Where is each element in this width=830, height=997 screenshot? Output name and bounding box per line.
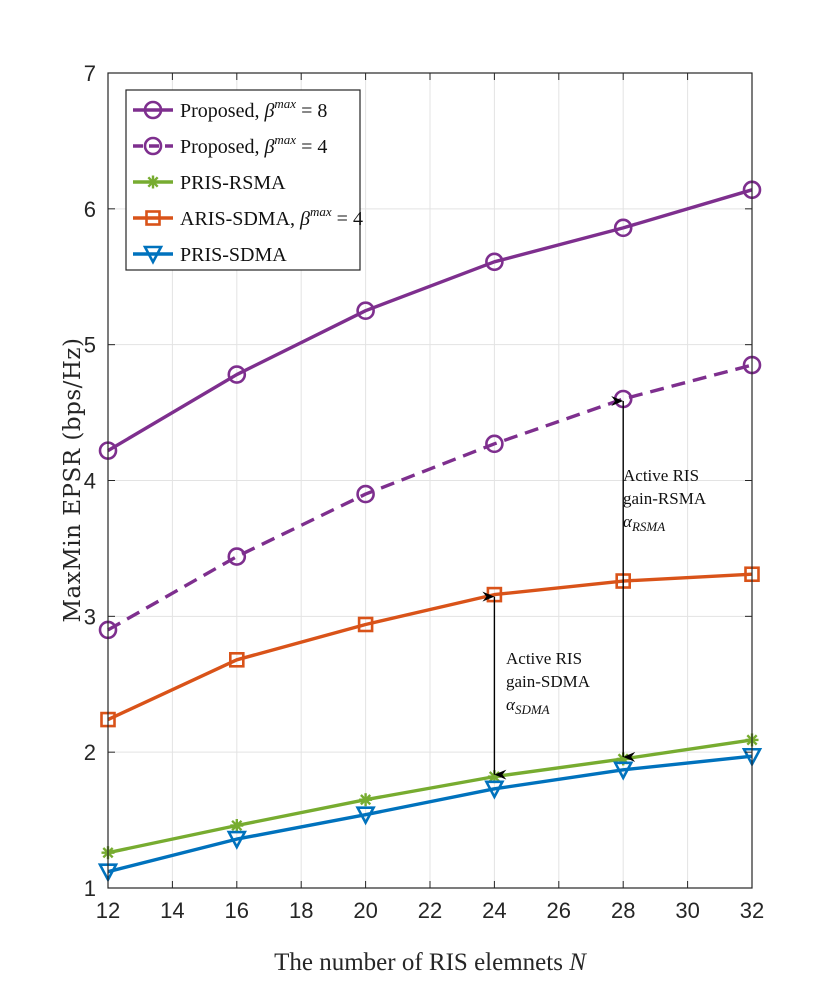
series-line [107,363,753,632]
annotation-text: Active RIS [506,649,582,668]
data-point [227,365,247,384]
annotation-symbol: αSDMA [506,695,550,717]
legend-box [125,89,361,271]
legend-entry: PRIS-SDMA [133,244,287,266]
legend-label: PRIS-RSMA [180,172,286,194]
data-point [356,484,375,504]
annotation-text: gain-SDMA [506,672,591,691]
x-tick-label: 22 [418,898,442,923]
legend-label: Proposed, βmax = 8 [180,96,327,122]
x-axis-title: The number of RIS elemnets N [274,949,587,976]
data-point [230,819,244,833]
series-5 [97,747,763,883]
annotation-symbol: αRSMA [623,512,665,534]
legend-marker [145,210,161,226]
data-point [226,830,247,850]
data-point [485,252,504,272]
y-tick-label: 3 [84,604,96,629]
x-axis-title-var: N [568,949,587,976]
data-point [229,651,245,668]
legend-marker [143,136,163,156]
data-point [613,761,634,781]
data-point [613,218,633,238]
y-axis-title: MaxMin EPSR (bps/Hz) [60,337,86,622]
y-tick-label: 7 [84,61,96,86]
legend-entry: PRIS-RSMA [133,172,286,194]
x-tick-label: 30 [675,898,699,923]
x-tick-label: 12 [96,898,120,923]
x-tick-label: 14 [160,898,184,923]
data-point [356,301,375,321]
x-tick-label: 26 [547,898,571,923]
x-tick-label: 28 [611,898,635,923]
annotation-text: Active RIS [623,466,699,485]
x-tick-label: 32 [740,898,764,923]
annotation-text: gain-RSMA [623,489,707,508]
data-point [357,616,374,633]
y-tick-label: 1 [84,876,96,901]
legend-marker [143,100,163,120]
annotation-layer: Active RIS gain-SDMA αSDMA Active RIS gain-R… [482,396,707,780]
legend-entry: Proposed, βmax = 8 [133,96,327,122]
data-point [484,780,505,800]
x-axis-title-text: The number of RIS elemnets [274,949,569,976]
x-tick-label: 20 [353,898,377,923]
legend-label: PRIS-SDMA [180,244,287,266]
data-point [355,806,376,826]
series-line [107,188,753,453]
series-line [107,572,753,722]
legend-marker [142,245,164,265]
series-line [107,738,753,855]
y-tick-label: 2 [84,740,96,765]
legend: Proposed, βmax = 8 Proposed, βmax = 4 PRIS… [125,89,363,271]
x-tick-label: 24 [482,898,506,923]
legend-label: ARIS-SDMA, βmax = 4 [180,204,363,230]
y-tick-label: 5 [84,333,96,358]
x-tick-label: 16 [225,898,249,923]
series-line [107,754,753,874]
data-point [485,434,504,454]
legend-label: Proposed, βmax = 4 [180,132,327,158]
legend-marker [146,175,160,189]
x-tick-label: 18 [289,898,313,923]
data-point [227,547,247,566]
legend-entry: Proposed, βmax = 4 [133,132,327,158]
data-point [359,793,373,807]
y-tick-label: 4 [84,469,96,494]
y-tick-label: 6 [84,197,96,222]
legend-entry: ARIS-SDMA, βmax = 4 [133,204,363,230]
